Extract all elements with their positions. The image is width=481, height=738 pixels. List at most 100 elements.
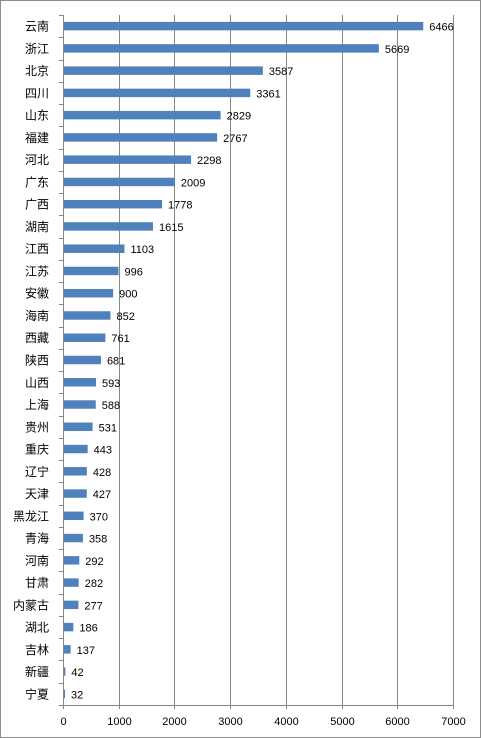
category-label: 贵州 xyxy=(25,420,49,434)
bar xyxy=(64,266,119,276)
x-tick-label: 7000 xyxy=(441,716,465,728)
bar xyxy=(64,689,65,699)
data-label: 531 xyxy=(99,422,117,434)
data-label: 1103 xyxy=(130,244,154,256)
x-tick-label: 2000 xyxy=(162,716,186,728)
data-label: 2767 xyxy=(223,133,247,145)
data-label: 282 xyxy=(85,578,103,590)
gridlines xyxy=(119,15,454,705)
category-label: 海南 xyxy=(25,308,49,323)
data-label: 358 xyxy=(89,534,107,546)
data-label: 32 xyxy=(71,689,83,701)
category-label: 陕西 xyxy=(25,353,49,368)
category-label: 重庆 xyxy=(25,443,49,457)
category-label: 辽宁 xyxy=(25,464,49,479)
data-label: 900 xyxy=(119,289,137,301)
data-label: 681 xyxy=(107,356,125,368)
data-label: 2009 xyxy=(181,177,205,189)
bar xyxy=(64,600,79,610)
bar xyxy=(64,444,88,454)
category-label: 山东 xyxy=(25,109,49,123)
x-tick-label: 1000 xyxy=(107,716,131,728)
category-label: 吉林 xyxy=(25,643,49,657)
category-label: 河北 xyxy=(25,153,49,167)
bar xyxy=(64,199,163,209)
labels: 0 1000 2000 3000 4000 5000 6000 7000 云南 6466 浙江 566… xyxy=(13,19,466,728)
category-label: 福建 xyxy=(25,130,49,145)
bar xyxy=(64,467,87,476)
category-label: 黑龙江 xyxy=(13,509,49,523)
bar xyxy=(64,333,106,342)
bar xyxy=(64,311,111,320)
x-tick-label: 6000 xyxy=(385,716,409,728)
bar xyxy=(64,88,251,98)
data-label: 1615 xyxy=(159,222,183,234)
category-label: 河南 xyxy=(25,553,49,568)
category-label: 广东 xyxy=(25,175,49,189)
data-label: 427 xyxy=(93,489,111,501)
data-label: 2829 xyxy=(227,111,251,123)
bars xyxy=(64,21,424,699)
data-label: 852 xyxy=(116,311,134,323)
axes xyxy=(59,15,454,709)
data-label: 428 xyxy=(93,467,111,479)
bar xyxy=(64,355,101,365)
x-tick-label: 5000 xyxy=(330,716,354,728)
bar xyxy=(64,667,66,676)
x-tick-label: 4000 xyxy=(274,716,298,728)
bar xyxy=(64,489,87,498)
data-label: 42 xyxy=(71,667,83,679)
category-label: 新疆 xyxy=(25,664,49,679)
category-label: 湖北 xyxy=(25,620,49,635)
data-label: 186 xyxy=(79,623,97,635)
category-label: 云南 xyxy=(25,19,49,34)
bar xyxy=(64,222,153,231)
category-label: 甘肃 xyxy=(25,576,49,590)
data-label: 277 xyxy=(84,600,102,612)
bar xyxy=(64,556,80,565)
data-label: 5669 xyxy=(385,44,409,56)
category-label: 北京 xyxy=(25,64,49,78)
data-label: 137 xyxy=(77,645,95,657)
bar xyxy=(64,21,424,31)
data-label: 370 xyxy=(90,511,108,523)
category-label: 四川 xyxy=(25,86,49,100)
category-label: 山西 xyxy=(25,376,49,390)
bar xyxy=(64,244,125,253)
bar xyxy=(64,44,379,53)
bar xyxy=(64,578,79,587)
bar xyxy=(64,133,218,142)
data-label: 761 xyxy=(111,333,129,345)
bar xyxy=(64,155,192,164)
category-label: 江西 xyxy=(25,242,49,256)
category-label: 江苏 xyxy=(25,264,49,278)
bar xyxy=(64,533,83,543)
x-tick-label: 0 xyxy=(60,716,66,728)
category-label: 宁夏 xyxy=(25,686,49,701)
bar xyxy=(64,645,71,654)
bar xyxy=(64,378,97,387)
category-label: 湖南 xyxy=(25,219,49,234)
x-tick-label: 3000 xyxy=(218,716,242,728)
category-label: 安徽 xyxy=(25,286,49,301)
bar xyxy=(64,622,74,632)
category-label: 内蒙古 xyxy=(13,597,49,612)
category-label: 青海 xyxy=(25,531,49,546)
data-label: 292 xyxy=(85,556,103,568)
data-label: 1778 xyxy=(168,200,192,212)
category-label: 西藏 xyxy=(25,331,49,345)
data-label: 2298 xyxy=(197,155,221,167)
data-label: 3361 xyxy=(256,88,280,100)
data-label: 6466 xyxy=(429,22,453,34)
category-label: 上海 xyxy=(25,397,49,412)
bar xyxy=(64,177,175,187)
bar xyxy=(64,400,96,409)
bar xyxy=(64,511,84,521)
category-label: 广西 xyxy=(25,198,49,212)
data-label: 593 xyxy=(102,378,120,390)
bar xyxy=(64,422,93,432)
bar xyxy=(64,110,221,120)
bar xyxy=(64,66,263,75)
